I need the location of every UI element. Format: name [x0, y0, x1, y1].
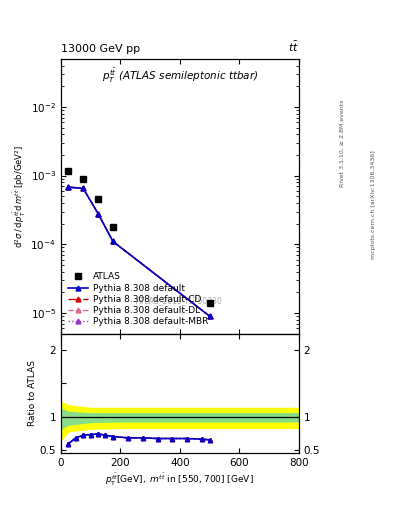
- Text: $t\bar{t}$: $t\bar{t}$: [288, 39, 299, 54]
- Text: Rivet 3.1.10, ≥ 2.8M events: Rivet 3.1.10, ≥ 2.8M events: [340, 100, 344, 187]
- Text: 13000 GeV pp: 13000 GeV pp: [61, 44, 140, 54]
- Text: mcplots.cern.ch [arXiv:1306.3436]: mcplots.cern.ch [arXiv:1306.3436]: [371, 151, 376, 259]
- Legend: ATLAS, Pythia 8.308 default, Pythia 8.308 default-CD, Pythia 8.308 default-DL, P: ATLAS, Pythia 8.308 default, Pythia 8.30…: [65, 270, 211, 329]
- Text: $p_T^{t\bar{t}}$ (ATLAS semileptonic ttbar): $p_T^{t\bar{t}}$ (ATLAS semileptonic ttb…: [101, 67, 258, 86]
- Text: ATLAS_2019_I1750330: ATLAS_2019_I1750330: [136, 296, 223, 305]
- X-axis label: $p_\mathrm{T}^{t\bar{t}}[\mathrm{GeV}],\ m^{t\bar{t}}\ \mathrm{in}\ [550,700]\ [: $p_\mathrm{T}^{t\bar{t}}[\mathrm{GeV}],\…: [105, 472, 254, 488]
- Y-axis label: Ratio to ATLAS: Ratio to ATLAS: [28, 360, 37, 426]
- Y-axis label: $\mathrm{d}^2\sigma\,/\,\mathrm{d}\,p_\mathrm{T}^{t\bar{t}}\mathrm{d}\,m^{t\bar{: $\mathrm{d}^2\sigma\,/\,\mathrm{d}\,p_\m…: [11, 145, 28, 248]
